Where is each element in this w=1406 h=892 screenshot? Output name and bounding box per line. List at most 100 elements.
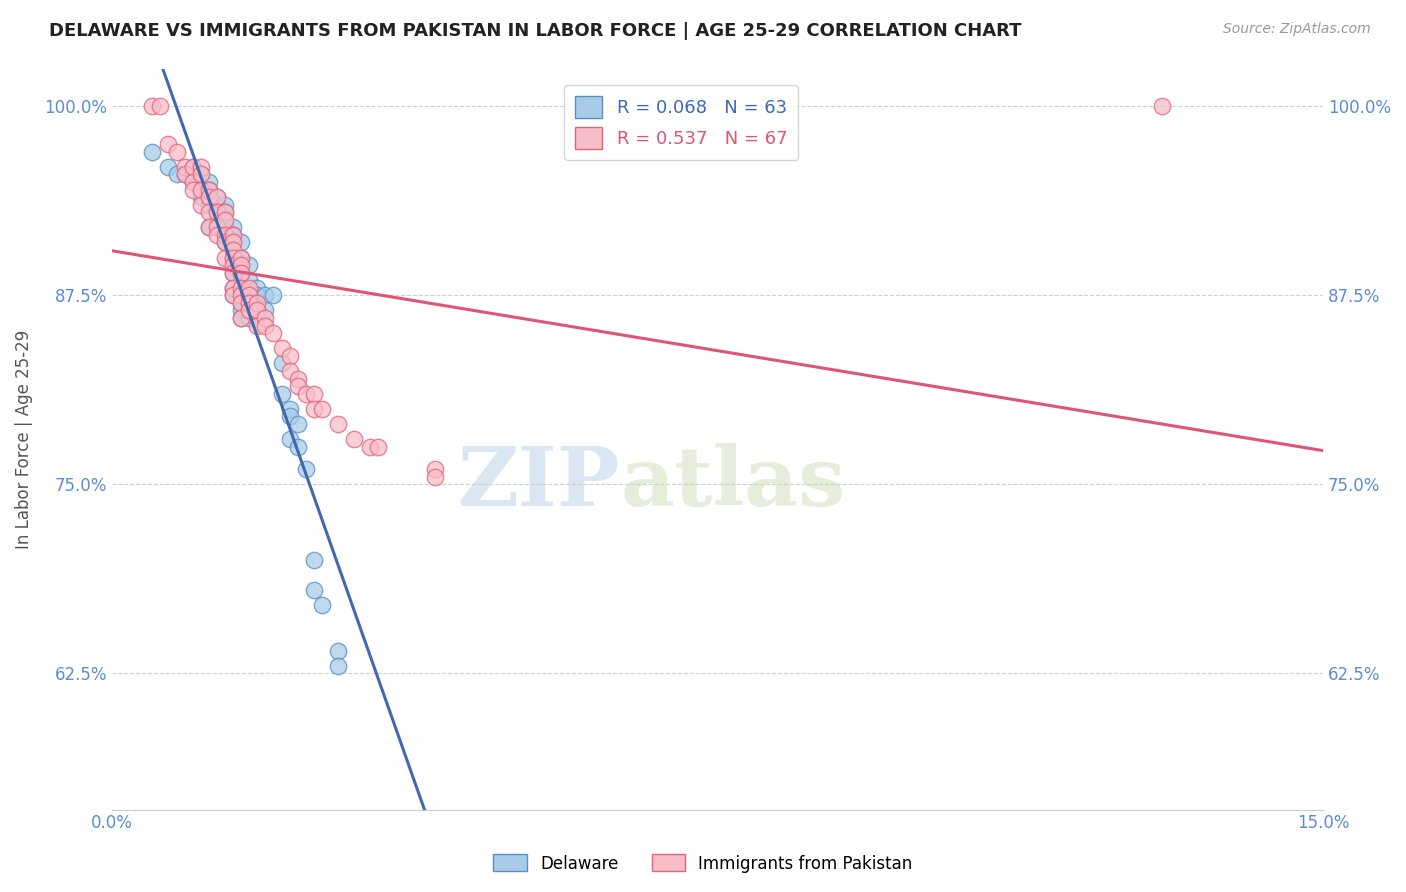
Point bbox=[270, 356, 292, 370]
Point bbox=[326, 658, 349, 673]
Legend: R = 0.068   N = 63, R = 0.537   N = 67: R = 0.068 N = 63, R = 0.537 N = 67 bbox=[564, 85, 799, 160]
Point bbox=[343, 432, 366, 446]
Point bbox=[231, 311, 253, 326]
Point bbox=[205, 190, 228, 204]
Point bbox=[198, 182, 221, 196]
Point bbox=[246, 303, 269, 318]
Point bbox=[254, 303, 277, 318]
Point bbox=[231, 281, 253, 295]
Point bbox=[190, 182, 212, 196]
Point bbox=[270, 386, 292, 401]
Point bbox=[246, 296, 269, 310]
Point bbox=[205, 205, 228, 219]
Point bbox=[302, 553, 325, 567]
Point bbox=[222, 258, 245, 272]
Point bbox=[157, 137, 180, 152]
Point bbox=[222, 281, 245, 295]
Point bbox=[287, 417, 309, 431]
Point bbox=[311, 599, 333, 613]
Point bbox=[205, 227, 228, 242]
Point bbox=[238, 296, 260, 310]
Point bbox=[198, 220, 221, 235]
Point bbox=[311, 401, 333, 416]
Point bbox=[246, 288, 269, 302]
Point bbox=[238, 281, 260, 295]
Text: ZIP: ZIP bbox=[458, 443, 620, 524]
Point bbox=[302, 401, 325, 416]
Point bbox=[302, 386, 325, 401]
Point bbox=[214, 227, 236, 242]
Text: atlas: atlas bbox=[620, 443, 846, 524]
Point bbox=[1150, 99, 1173, 113]
Point bbox=[262, 326, 284, 341]
Point bbox=[198, 220, 221, 235]
Point bbox=[222, 243, 245, 257]
Point bbox=[238, 288, 260, 302]
Point bbox=[287, 379, 309, 393]
Point bbox=[222, 266, 245, 280]
Point bbox=[222, 288, 245, 302]
Point bbox=[222, 235, 245, 250]
Point bbox=[231, 266, 253, 280]
Point bbox=[198, 197, 221, 211]
Point bbox=[246, 281, 269, 295]
Point bbox=[246, 318, 269, 333]
Point bbox=[214, 235, 236, 250]
Point bbox=[326, 417, 349, 431]
Point bbox=[222, 288, 245, 302]
Point bbox=[270, 341, 292, 355]
Point bbox=[214, 205, 236, 219]
Point bbox=[222, 227, 245, 242]
Point bbox=[205, 212, 228, 227]
Point bbox=[222, 266, 245, 280]
Point bbox=[205, 190, 228, 204]
Point bbox=[214, 227, 236, 242]
Point bbox=[222, 251, 245, 265]
Point bbox=[287, 371, 309, 385]
Point bbox=[423, 462, 446, 476]
Point bbox=[222, 243, 245, 257]
Point bbox=[198, 182, 221, 196]
Point bbox=[231, 251, 253, 265]
Point bbox=[181, 160, 204, 174]
Point bbox=[294, 386, 316, 401]
Point bbox=[181, 167, 204, 181]
Point bbox=[231, 288, 253, 302]
Point bbox=[231, 303, 253, 318]
Point bbox=[238, 273, 260, 287]
Point bbox=[166, 145, 188, 159]
Point bbox=[326, 644, 349, 658]
Point bbox=[222, 235, 245, 250]
Point bbox=[222, 220, 245, 235]
Point bbox=[214, 220, 236, 235]
Point bbox=[231, 258, 253, 272]
Point bbox=[214, 251, 236, 265]
Point bbox=[214, 212, 236, 227]
Y-axis label: In Labor Force | Age 25-29: In Labor Force | Age 25-29 bbox=[15, 329, 32, 549]
Point bbox=[278, 409, 301, 424]
Point bbox=[231, 296, 253, 310]
Point bbox=[359, 440, 381, 454]
Point bbox=[173, 160, 195, 174]
Point bbox=[166, 167, 188, 181]
Point bbox=[231, 296, 253, 310]
Point bbox=[198, 175, 221, 189]
Point bbox=[231, 251, 253, 265]
Point bbox=[238, 303, 260, 318]
Point bbox=[238, 311, 260, 326]
Point bbox=[157, 160, 180, 174]
Point bbox=[205, 197, 228, 211]
Point bbox=[231, 266, 253, 280]
Point bbox=[181, 160, 204, 174]
Point bbox=[287, 440, 309, 454]
Point bbox=[278, 432, 301, 446]
Point bbox=[173, 167, 195, 181]
Point bbox=[278, 401, 301, 416]
Point bbox=[198, 205, 221, 219]
Point bbox=[181, 175, 204, 189]
Point bbox=[181, 182, 204, 196]
Point bbox=[254, 311, 277, 326]
Point bbox=[190, 167, 212, 181]
Point bbox=[205, 205, 228, 219]
Point bbox=[198, 190, 221, 204]
